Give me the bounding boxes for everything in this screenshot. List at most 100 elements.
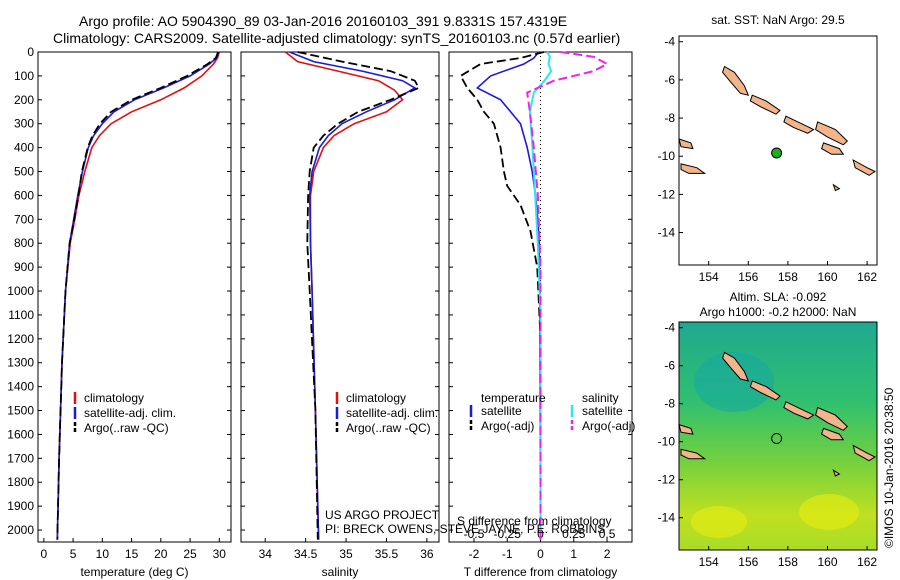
island-bottom-6 (678, 423, 694, 435)
map-top-title: sat. SST: NaN Argo: 29.5 (711, 13, 845, 27)
ocean-blob (799, 494, 859, 530)
depth-tick-label: 800 (14, 236, 34, 250)
x-axis-label-salinity: salinity (322, 565, 359, 579)
sal-axis-label: S difference from climatology (457, 514, 612, 528)
depth-tick-label: 1200 (7, 332, 34, 346)
lon-tick-label-bottom: 160 (817, 555, 837, 569)
x-tick-label-difference: -1 (502, 547, 513, 561)
depth-tick-label: 1900 (7, 499, 34, 513)
island-top-6 (678, 138, 694, 150)
legend-entry-salinity-1: satellite-adj. clim. (346, 406, 438, 420)
island-top-4 (820, 142, 845, 155)
series-line-salinity-1 (289, 51, 417, 540)
depth-tick-label: 2000 (7, 523, 34, 537)
lon-tick-label-top: 162 (857, 270, 877, 284)
legend-entry-temperature-0: climatology (84, 391, 144, 405)
x-tick-label-difference: -2 (469, 547, 480, 561)
series-line-salinity-0 (284, 51, 404, 540)
depth-tick-label: 1000 (7, 284, 34, 298)
x-tick-label-temperature: 15 (125, 547, 139, 561)
legend-entry-salinity-0: climatology (346, 391, 406, 405)
map-frame-top (678, 35, 878, 266)
credit-project: US ARGO PROJECT (325, 508, 440, 522)
lat-tick-label-top: -6 (664, 73, 675, 87)
lon-tick-label-top: 156 (738, 270, 758, 284)
island-top-3 (815, 121, 849, 146)
panel-frame-temperature (37, 51, 232, 543)
depth-tick-label: 1800 (7, 475, 34, 489)
x-tick-label-difference: 2 (604, 547, 611, 561)
series-line-difference-1 (459, 51, 545, 540)
x-tick-label-salinity: 34.5 (294, 547, 318, 561)
lat-tick-label-bottom: -14 (658, 511, 676, 525)
legend-title-temperature: temperature (481, 391, 546, 405)
float-position-marker-top (771, 147, 783, 159)
lon-tick-label-bottom: 156 (738, 555, 758, 569)
map-bottom-title: Altim. SLA: -0.092 (730, 290, 827, 304)
series-line-temperature-2 (56, 51, 219, 540)
island-bottom-5 (852, 444, 877, 462)
sal-tick-label: -0.5 (464, 527, 485, 541)
x-tick-label-difference: 1 (570, 547, 577, 561)
sal-tick-label: 0.25 (562, 527, 586, 541)
depth-tick-label: 300 (14, 117, 34, 131)
sal-tick-label: 0.5 (599, 527, 616, 541)
x-tick-label-difference: 0 (537, 547, 544, 561)
lon-tick-label-top: 154 (699, 270, 719, 284)
lat-tick-label-top: -10 (658, 149, 676, 163)
depth-tick-label: 1100 (8, 308, 34, 322)
depth-tick-label: 500 (14, 165, 34, 179)
legend-entry-difference-0: satellite (481, 404, 522, 418)
header-line-1: Argo profile: AO 5904390_89 03-Jan-2016 … (79, 13, 568, 29)
island-top-2 (783, 115, 815, 134)
series-line-difference-2 (528, 51, 553, 540)
x-tick-label-temperature: 30 (213, 547, 227, 561)
island-top-7 (680, 163, 707, 174)
legend-entry-difference-2: satellite (582, 404, 623, 418)
x-tick-label-temperature: 5 (70, 547, 77, 561)
legend-entry-temperature-2: Argo(..raw -QC) (84, 421, 169, 435)
depth-tick-label: 200 (14, 93, 34, 107)
island-bottom-8 (832, 469, 841, 477)
imos-timestamp: ©IMOS 10-Jan-2016 20:38:50 (882, 387, 896, 548)
depth-tick-label: 600 (14, 188, 34, 202)
series-line-temperature-1 (56, 51, 220, 540)
depth-tick-label: 700 (14, 212, 34, 226)
island-bottom-4 (820, 427, 845, 441)
depth-tick-label: 1600 (7, 427, 34, 441)
lat-tick-label-top: -14 (658, 226, 676, 240)
island-bottom-1 (749, 380, 781, 401)
depth-tick-label: 100 (14, 69, 34, 83)
credit-pi: PI: BRECK OWENS, STEVE JAYNE, P.E. ROBBI… (325, 522, 606, 536)
legend-entry-difference-3: Argo(-adj) (582, 419, 635, 433)
lat-tick-label-bottom: -4 (664, 321, 675, 335)
x-axis-label-difference: T difference from climatology (464, 565, 618, 579)
lon-tick-label-top: 158 (778, 270, 798, 284)
island-top-8 (832, 183, 841, 192)
map-frame-bottom (678, 321, 878, 551)
lat-tick-label-top: -8 (664, 111, 675, 125)
depth-tick-label: 900 (14, 260, 34, 274)
lat-tick-label-top: -4 (664, 35, 675, 49)
x-tick-label-salinity: 35 (339, 547, 353, 561)
map-bottom-subtitle: Argo h1000: -0.2 h2000: NaN (700, 305, 857, 319)
island-bottom-2 (783, 401, 815, 420)
sal-tick-label: -0.25 (494, 527, 522, 541)
island-top-0 (722, 65, 750, 96)
series-line-salinity-2 (297, 51, 421, 540)
float-position-marker-bottom (771, 432, 783, 444)
series-line-temperature-0 (56, 51, 221, 540)
lat-tick-label-top: -12 (658, 187, 676, 201)
lon-tick-label-bottom: 154 (699, 555, 719, 569)
depth-tick-label: 400 (14, 141, 34, 155)
island-bottom-7 (680, 448, 707, 460)
lat-tick-label-bottom: -12 (658, 473, 676, 487)
x-tick-label-salinity: 35.5 (375, 547, 399, 561)
lon-tick-label-bottom: 162 (857, 555, 877, 569)
legend-entry-temperature-1: satellite-adj. clim. (84, 406, 176, 420)
island-bottom-3 (815, 406, 849, 431)
map-top (678, 35, 878, 266)
x-tick-label-salinity: 36 (420, 547, 434, 561)
ocean-blob (694, 352, 774, 412)
